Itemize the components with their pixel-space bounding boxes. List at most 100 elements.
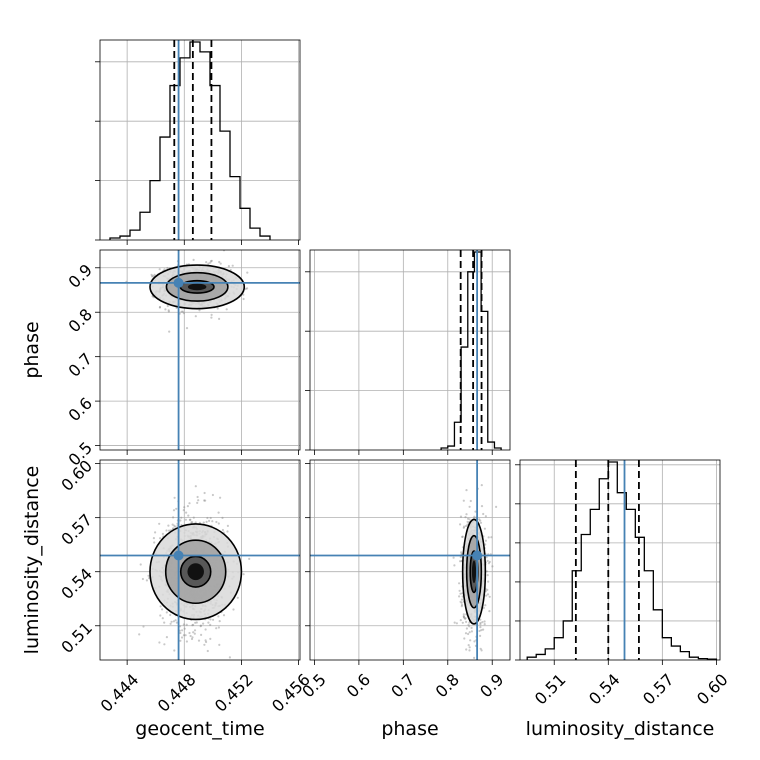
sample-point — [228, 656, 231, 659]
sample-point — [488, 595, 491, 598]
sample-point — [180, 636, 184, 639]
x-tick-label: 0.54 — [585, 670, 624, 709]
sample-point — [167, 309, 170, 312]
sample-point — [487, 536, 490, 539]
sample-point — [182, 509, 185, 512]
sample-point — [464, 516, 467, 519]
sample-point — [194, 485, 197, 488]
y-axis-label-luminosity_distance: luminosity_distance — [21, 466, 43, 655]
sample-point — [179, 519, 182, 522]
sample-point — [163, 268, 166, 271]
sample-point — [181, 629, 184, 632]
sample-point — [462, 613, 465, 616]
sample-point — [479, 626, 482, 629]
contour-level-2 — [461, 518, 487, 625]
sample-point — [244, 287, 247, 290]
sample-point — [158, 641, 161, 644]
sample-point — [185, 327, 189, 330]
sample-point — [491, 565, 494, 568]
sample-point — [175, 621, 178, 624]
sample-point — [226, 530, 229, 533]
sample-point — [211, 520, 214, 523]
sample-point — [486, 559, 489, 563]
sample-point — [185, 640, 188, 643]
sample-point — [210, 260, 213, 263]
sample-point — [484, 539, 487, 542]
sample-point — [190, 521, 193, 524]
sample-point — [158, 268, 161, 271]
sample-point — [484, 515, 487, 518]
y-tick-label: 0.6 — [65, 394, 96, 425]
sample-point — [210, 316, 213, 319]
x-axis-label-luminosity_distance: luminosity_distance — [526, 718, 715, 740]
sample-point — [183, 506, 186, 509]
sample-point — [218, 317, 221, 320]
sample-point — [153, 541, 156, 544]
sample-point — [200, 633, 203, 637]
truth-point — [173, 550, 184, 561]
sample-point — [460, 601, 463, 604]
sample-point — [203, 643, 206, 646]
sample-point — [204, 628, 207, 631]
sample-point — [182, 312, 185, 315]
sample-point — [464, 617, 467, 620]
sample-point — [203, 491, 206, 495]
sample-point — [460, 552, 463, 556]
sample-point — [165, 529, 168, 532]
sample-point — [479, 623, 482, 626]
sample-point — [203, 499, 206, 502]
sample-point — [158, 522, 161, 525]
sample-point — [482, 628, 485, 631]
sample-point — [479, 647, 482, 650]
sample-point — [474, 510, 477, 513]
sample-point — [467, 632, 470, 636]
sample-point — [219, 262, 222, 265]
sample-point — [485, 570, 488, 573]
y-tick-label: 0.60 — [57, 456, 96, 495]
sample-point — [173, 524, 176, 527]
sample-point — [486, 593, 490, 596]
sample-point — [151, 275, 154, 278]
sample-point — [468, 505, 471, 508]
sample-point — [209, 637, 212, 641]
panel-frame — [309, 459, 511, 661]
panel-frame — [99, 39, 301, 241]
sample-point — [158, 305, 162, 309]
sample-point — [479, 634, 482, 638]
sample-point — [198, 309, 201, 312]
sample-point — [487, 580, 490, 583]
x-tick-label: 0.444 — [97, 670, 143, 716]
sample-point — [219, 496, 222, 499]
sample-point — [188, 518, 191, 522]
panel-frame — [309, 249, 511, 451]
sample-point — [152, 275, 155, 278]
sample-point — [142, 625, 145, 628]
sample-point — [196, 495, 199, 499]
sample-point — [246, 287, 249, 290]
sample-point — [165, 636, 168, 639]
sample-point — [159, 614, 162, 617]
sample-point — [204, 499, 207, 502]
sample-point — [221, 516, 224, 520]
sample-point — [209, 261, 212, 264]
sample-point — [470, 626, 473, 630]
sample-point — [468, 631, 471, 634]
histogram-step-phase — [440, 251, 502, 450]
panel-frame — [519, 459, 721, 661]
sample-point — [208, 519, 211, 523]
sample-point — [459, 592, 462, 595]
sample-point — [196, 501, 199, 504]
sample-point — [168, 529, 171, 532]
sample-point — [485, 556, 488, 559]
sample-point — [466, 520, 469, 523]
sample-point — [194, 315, 197, 318]
sample-point — [189, 634, 192, 638]
sample-point — [194, 521, 197, 524]
sample-point — [139, 563, 142, 566]
sample-point — [458, 589, 461, 592]
x-tick-label: 0.448 — [154, 670, 200, 716]
sample-point — [227, 265, 230, 268]
sample-point — [484, 543, 487, 546]
sample-point — [167, 310, 170, 313]
